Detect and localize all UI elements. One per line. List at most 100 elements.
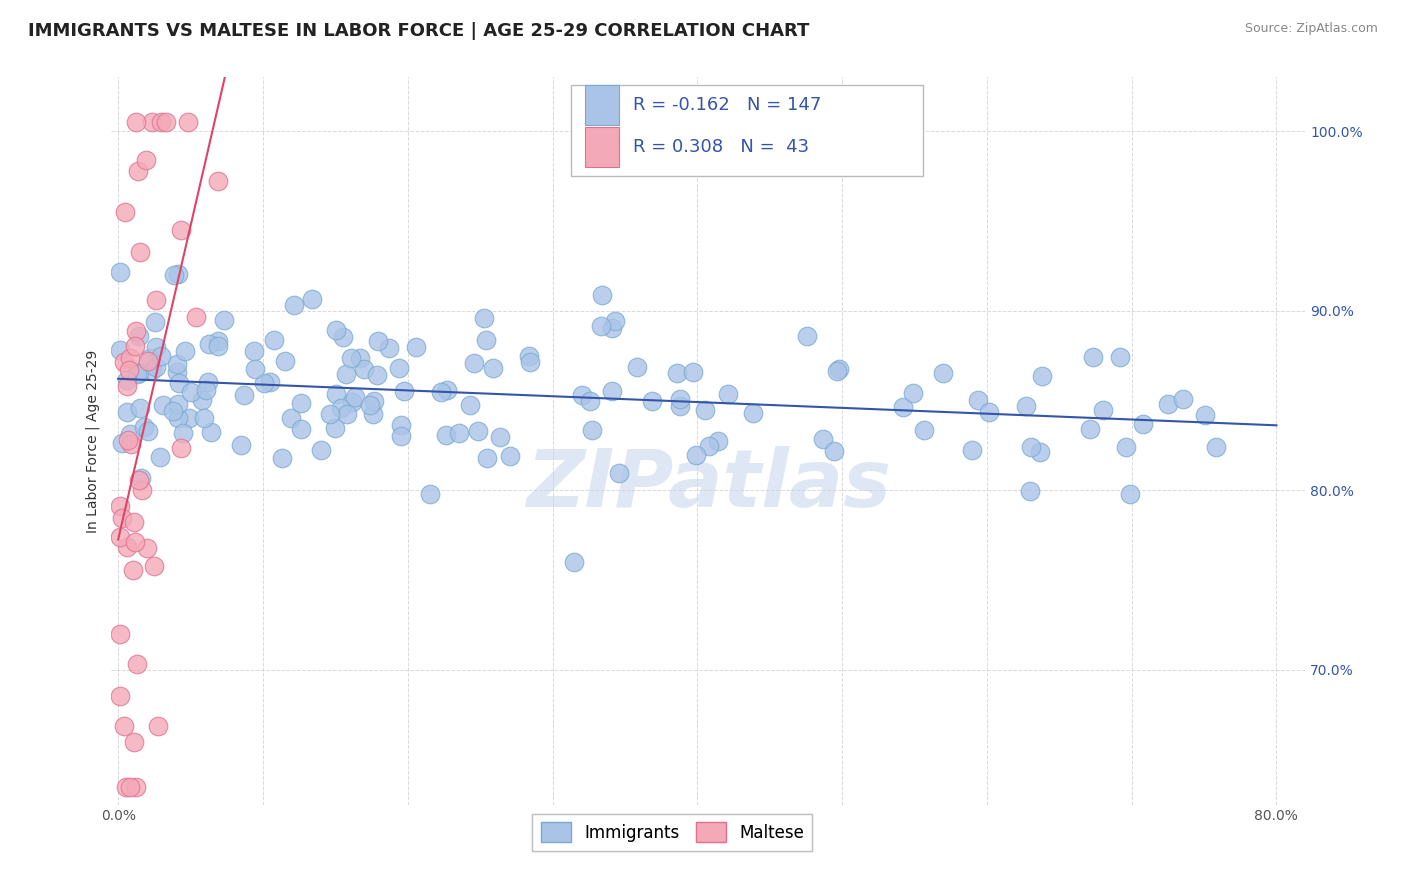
- Point: [131, 471, 153, 485]
- Point: [166, 357, 188, 371]
- Point: [482, 360, 505, 375]
- Point: [1115, 440, 1137, 454]
- Point: [697, 439, 720, 453]
- Text: R = -0.162   N = 147: R = -0.162 N = 147: [633, 95, 821, 113]
- Point: [115, 540, 138, 554]
- Point: [706, 434, 728, 448]
- Point: [436, 383, 458, 397]
- Point: [128, 329, 150, 343]
- Point: [472, 310, 495, 325]
- Point: [979, 405, 1001, 419]
- Point: [108, 500, 131, 514]
- Point: [1031, 369, 1053, 384]
- Point: [174, 344, 197, 359]
- Point: [259, 376, 281, 390]
- Point: [169, 441, 191, 455]
- Point: [891, 401, 914, 415]
- Point: [108, 265, 131, 279]
- Point: [1019, 440, 1042, 454]
- Point: [377, 341, 399, 355]
- Point: [115, 405, 138, 419]
- Point: [960, 443, 983, 458]
- Point: [931, 367, 953, 381]
- Point: [1119, 487, 1142, 501]
- Point: [499, 450, 522, 464]
- Point: [361, 408, 384, 422]
- Point: [460, 398, 482, 412]
- Point: [145, 293, 167, 308]
- Point: [112, 354, 135, 368]
- Point: [335, 367, 357, 381]
- Point: [177, 115, 200, 129]
- Point: [167, 376, 190, 390]
- Point: [571, 388, 593, 402]
- Point: [274, 354, 297, 368]
- Point: [135, 153, 157, 168]
- Point: [243, 361, 266, 376]
- Point: [177, 411, 200, 425]
- Point: [122, 515, 145, 529]
- Point: [600, 384, 623, 398]
- Point: [290, 396, 312, 410]
- Point: [155, 115, 177, 129]
- Point: [115, 379, 138, 393]
- Point: [283, 298, 305, 312]
- Point: [607, 466, 630, 480]
- Point: [207, 334, 229, 348]
- Point: [128, 401, 150, 416]
- Point: [388, 361, 411, 376]
- Point: [430, 384, 453, 399]
- Point: [108, 343, 131, 357]
- Point: [901, 386, 924, 401]
- Point: [669, 400, 692, 414]
- Point: [342, 395, 364, 409]
- Point: [214, 313, 236, 327]
- Point: [682, 366, 704, 380]
- Point: [146, 719, 169, 733]
- Point: [200, 425, 222, 440]
- Point: [129, 245, 152, 260]
- FancyBboxPatch shape: [585, 127, 619, 167]
- Point: [325, 421, 347, 435]
- Point: [717, 387, 740, 401]
- Point: [149, 115, 172, 129]
- Point: [353, 362, 375, 376]
- Point: [579, 393, 602, 408]
- Point: [796, 329, 818, 343]
- Point: [325, 387, 347, 401]
- Point: [112, 719, 135, 733]
- Point: [141, 115, 163, 129]
- Point: [366, 368, 388, 382]
- Text: ZIPatlas: ZIPatlas: [526, 446, 890, 524]
- Point: [1109, 350, 1132, 364]
- Point: [434, 427, 457, 442]
- Point: [340, 351, 363, 365]
- Point: [392, 384, 415, 398]
- Point: [110, 627, 132, 641]
- Point: [152, 398, 174, 412]
- Point: [1171, 392, 1194, 407]
- Point: [319, 407, 342, 421]
- Point: [517, 349, 540, 363]
- Point: [127, 164, 149, 178]
- Point: [1015, 399, 1038, 413]
- Point: [111, 510, 134, 524]
- Point: [207, 339, 229, 353]
- Point: [122, 563, 145, 577]
- Point: [1081, 350, 1104, 364]
- Point: [519, 355, 541, 369]
- Point: [447, 425, 470, 440]
- Point: [197, 376, 219, 390]
- Point: [120, 351, 142, 366]
- Y-axis label: In Labor Force | Age 25-29: In Labor Force | Age 25-29: [86, 350, 100, 533]
- Point: [330, 401, 353, 416]
- Point: [128, 473, 150, 487]
- Point: [128, 367, 150, 381]
- Point: [591, 288, 613, 302]
- Point: [108, 530, 131, 544]
- Point: [111, 435, 134, 450]
- Point: [271, 451, 294, 466]
- Point: [665, 367, 688, 381]
- Point: [912, 423, 935, 437]
- Point: [477, 450, 499, 465]
